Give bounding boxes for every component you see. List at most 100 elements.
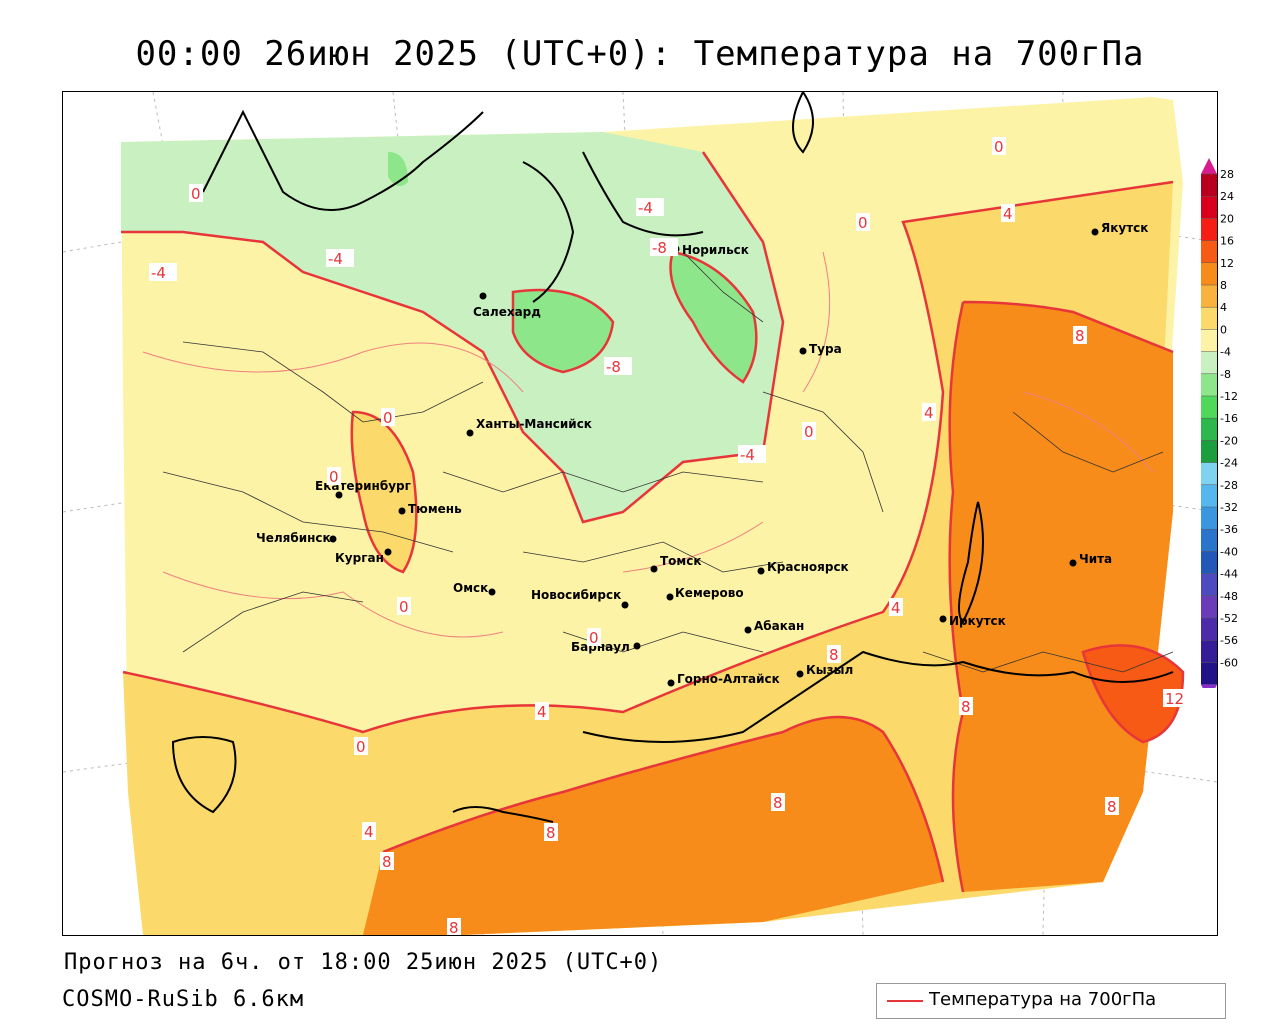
city-khanty-mansiysk[interactable]: Ханты-Мансийск — [466, 417, 592, 437]
svg-text:Якутск: Якутск — [1101, 221, 1148, 235]
colorbar-cell — [1201, 307, 1217, 330]
city-yakutsk[interactable]: Якутск — [1091, 221, 1149, 236]
colorbar-cell — [1201, 573, 1217, 596]
svg-text:Чита: Чита — [1079, 552, 1112, 566]
city-chelyabinsk[interactable]: Челябинск — [256, 531, 337, 545]
warm-belt-fill — [123, 182, 1173, 935]
city-novosibirsk[interactable]: Новосибирск — [531, 588, 629, 609]
svg-text:Абакан: Абакан — [754, 619, 804, 633]
city-kurgan[interactable]: Курган — [335, 548, 392, 566]
svg-text:Ханты-Мансийск: Ханты-Мансийск — [476, 417, 592, 431]
city-krasnoyarsk[interactable]: Красноярск — [757, 560, 849, 575]
isotherm-label: 4 — [537, 703, 547, 721]
colorbar-tick-label: -40 — [1220, 545, 1238, 558]
svg-text:Томск: Томск — [660, 554, 702, 568]
colorbar-cell — [1201, 484, 1217, 507]
model-name: COSMO-RuSib 6.6км — [62, 987, 305, 1012]
svg-text:Иркутск: Иркутск — [949, 614, 1006, 628]
city-tura[interactable]: Тура — [799, 342, 842, 356]
colorbar-tick-label: -48 — [1220, 590, 1238, 603]
isotherm-label: 0 — [399, 598, 409, 616]
city-tyumen[interactable]: Тюмень — [398, 502, 463, 516]
colorbar-tick-label: -24 — [1220, 457, 1238, 470]
map-canvas: Якутск Норильск Салехард Тура Ханты-Манс… — [63, 92, 1217, 935]
isotherm-lines — [121, 151, 1185, 893]
colorbar-cell — [1201, 262, 1217, 285]
city-gorno-altaysk[interactable]: Горно-Алтайск — [667, 672, 780, 687]
map-title: 00:00 26июн 2025 (UTC+0): Температура на… — [135, 34, 1145, 74]
colorbar-tick-label: -44 — [1220, 568, 1238, 581]
svg-text:Курган: Курган — [335, 551, 384, 565]
colorbar-tick-label: -4 — [1220, 346, 1231, 359]
city-chita[interactable]: Чита — [1069, 552, 1113, 567]
legend-box: Температура на 700гПа — [876, 983, 1226, 1019]
svg-text:Омск: Омск — [453, 581, 488, 595]
svg-text:Кызыл: Кызыл — [806, 663, 853, 677]
isotherm-label: 8 — [449, 919, 459, 935]
colorbar-tick-label: -20 — [1220, 434, 1238, 447]
colorbar-tick-label: -52 — [1220, 612, 1238, 625]
temperature-map: Якутск Норильск Салехард Тура Ханты-Манс… — [62, 91, 1218, 936]
isotherm-label: 4 — [364, 823, 374, 841]
colorbar-tick-label: 12 — [1220, 257, 1234, 270]
isotherm-label: 0 — [356, 738, 366, 756]
colorbar-tick-label: 24 — [1220, 190, 1234, 203]
colorbar-tick-label: -32 — [1220, 501, 1238, 514]
isotherm-label: 4 — [1003, 205, 1013, 223]
colorbar-cell — [1201, 618, 1217, 641]
colorbar-tick-label: -12 — [1220, 390, 1238, 403]
isotherm-label: 4 — [924, 404, 934, 422]
colorbar-cell — [1201, 218, 1217, 241]
isotherm-label: 8 — [773, 794, 783, 812]
city-markers: Якутск Норильск Салехард Тура Ханты-Манс… — [256, 221, 1148, 687]
colorbar-tick-label: -56 — [1220, 634, 1238, 647]
city-barnaul[interactable]: Барнаул — [571, 640, 641, 654]
isotherm-label: 0 — [191, 185, 201, 203]
colorbar-cell — [1201, 551, 1217, 574]
isotherm-label: -4 — [740, 446, 755, 464]
city-norilsk[interactable]: Норильск — [672, 243, 749, 257]
svg-text:Горно-Алтайск: Горно-Алтайск — [677, 672, 780, 686]
temperature-colorbar: 28 24 20 16 12 8 4 0 -4 -8 -12 -16 -20 -24 -28 -32 -36 -4… — [1201, 158, 1238, 688]
colorbar-cell — [1201, 373, 1217, 396]
isotherm-label: 0 — [329, 468, 339, 486]
isotherm-label: 4 — [891, 599, 901, 617]
svg-text:Салехард: Салехард — [473, 305, 541, 319]
isotherm-label: 8 — [961, 698, 971, 716]
colorbar-cell — [1201, 640, 1217, 663]
colorbar-tick-label: -8 — [1220, 368, 1231, 381]
colorbar-cell — [1201, 418, 1217, 441]
city-kyzyl[interactable]: Кызыл — [796, 663, 854, 678]
city-kemerovo[interactable]: Кемерово — [666, 586, 744, 601]
colorbar-cell — [1201, 329, 1217, 352]
city-tomsk[interactable]: Томск — [650, 554, 702, 573]
isotherm-label: 0 — [858, 214, 868, 232]
colorbar-tick-label: 20 — [1220, 212, 1234, 225]
isotherm-label: 0 — [994, 138, 1004, 156]
svg-text:Челябинск: Челябинск — [256, 531, 331, 545]
colorbar-cell — [1201, 196, 1217, 219]
cold-zone-fill — [121, 132, 783, 522]
isotherm-label: 8 — [546, 824, 556, 842]
colorbar-cell — [1201, 462, 1217, 485]
colorbar-tick-label: -60 — [1220, 656, 1238, 669]
colorbar-bottom-arrow — [1201, 684, 1217, 688]
legend-line-swatch — [887, 1000, 923, 1002]
isotherm-label: 8 — [829, 646, 839, 664]
colorbar-cell — [1201, 396, 1217, 419]
isotherm-label: 12 — [1165, 690, 1184, 708]
colorbar-cell — [1201, 351, 1217, 374]
city-salekhard[interactable]: Салехард — [473, 292, 541, 320]
city-abakan[interactable]: Абакан — [744, 619, 805, 634]
colorbar-cell — [1201, 507, 1217, 530]
cold-core-b — [513, 290, 613, 372]
city-irkutsk[interactable]: Иркутск — [939, 614, 1006, 628]
hot-core-east — [1083, 645, 1183, 742]
city-omsk[interactable]: Омск — [453, 581, 496, 596]
colorbar-cell — [1201, 662, 1217, 685]
colorbar-cell — [1201, 529, 1217, 552]
colorbar-cell — [1201, 595, 1217, 618]
colorbar-cell — [1201, 174, 1217, 197]
isotherm-label: 8 — [382, 853, 392, 871]
colorbar-tick-label: -36 — [1220, 523, 1238, 536]
